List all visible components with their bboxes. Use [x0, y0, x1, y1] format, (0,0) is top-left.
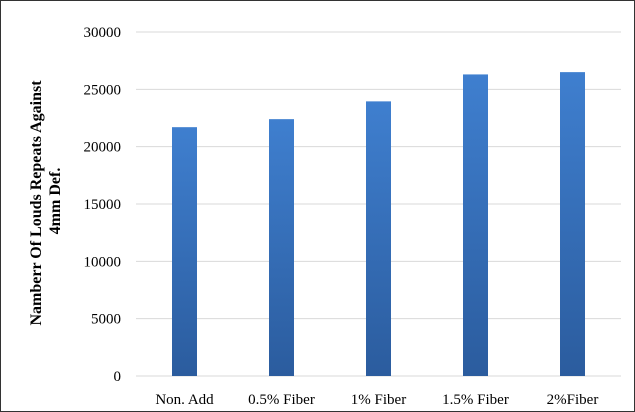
x-tick-label: 1% Fiber: [351, 392, 406, 408]
y-tick-label: 30000: [84, 25, 122, 41]
y-tick-label: 0: [114, 369, 122, 385]
y-tick-label: 20000: [84, 140, 122, 156]
x-tick-label: 0.5% Fiber: [248, 392, 315, 408]
bar-0: [172, 127, 197, 376]
bar-1: [269, 119, 294, 376]
x-tick-label: Non. Add: [155, 392, 214, 408]
y-tick-label: 25000: [84, 82, 122, 98]
y-tick-label: 10000: [84, 254, 122, 270]
y-tick-label: 15000: [84, 197, 122, 213]
bar-4: [560, 72, 585, 376]
y-axis-title-line-1: Namberr Of Louds Repeats Against: [28, 80, 45, 326]
bars: [172, 72, 585, 376]
y-tick-label: 5000: [91, 312, 121, 328]
y-axis-ticks: 0 5000 10000 15000 20000 25000 30000: [84, 25, 122, 385]
bar-3: [463, 74, 488, 376]
y-axis-title: Namberr Of Louds Repeats Against 4mm Def…: [28, 76, 64, 325]
bar-2: [366, 101, 391, 376]
x-tick-label: 2%Fiber: [547, 392, 599, 408]
x-tick-label: 1.5% Fiber: [442, 392, 509, 408]
y-axis-title-line-2: 4mm Def.: [47, 168, 64, 235]
x-axis-ticks: Non. Add 0.5% Fiber 1% Fiber 1.5% Fiber 2%Fi…: [155, 392, 598, 408]
